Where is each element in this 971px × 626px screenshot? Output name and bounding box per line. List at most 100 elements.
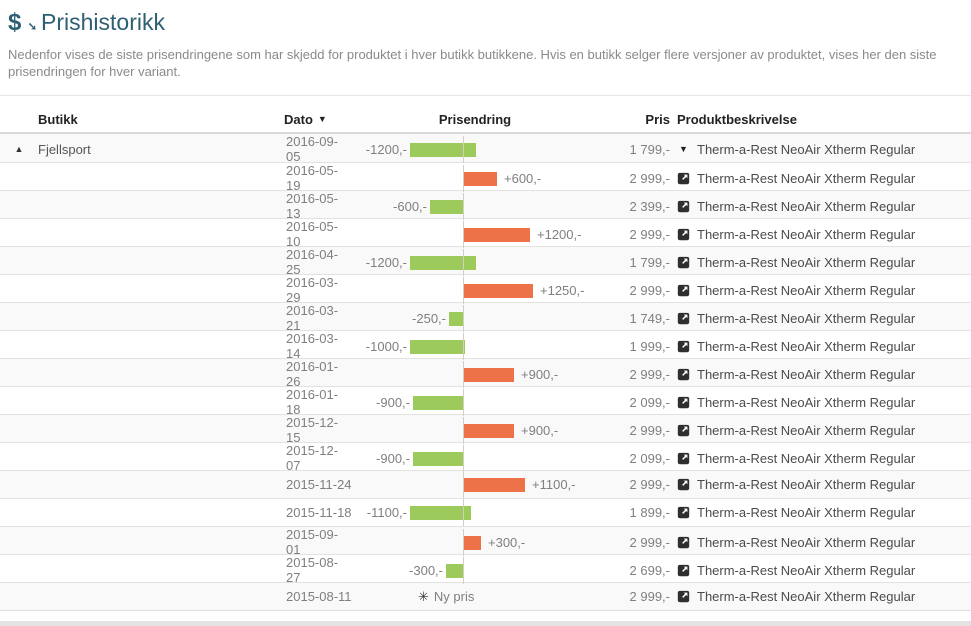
- column-header-dato[interactable]: Dato ▼: [284, 112, 352, 127]
- page-description: Nedenfor vises de siste prisendringene s…: [8, 47, 937, 79]
- price-change-date: 2016-05-19: [286, 163, 339, 193]
- price-change-date: 2015-11-24: [286, 477, 352, 492]
- product-name-link[interactable]: Therm-a-Rest NeoAir Xtherm Regular: [697, 282, 916, 298]
- price-change-label: -1000,-: [365, 338, 407, 354]
- external-link-square-icon[interactable]: [677, 172, 690, 185]
- price-increase-bar: [464, 478, 525, 492]
- price-history-row: 2016-03-14 -1000,- 1 999,- Therm-a-Rest Neo…: [0, 330, 971, 361]
- price-history-row: 2016-01-26 +900,- 2 999,- Therm-a-Rest NeoA…: [0, 358, 971, 389]
- product-name-link[interactable]: Therm-a-Rest NeoAir Xtherm Regular: [697, 338, 916, 354]
- external-link-square-icon[interactable]: [677, 256, 690, 269]
- price-change-date: 2016-03-29: [286, 275, 339, 305]
- price-increase-bar: [464, 535, 481, 550]
- external-link-square-icon[interactable]: [677, 228, 690, 241]
- price-change-label: -1200,-: [365, 254, 407, 270]
- price-value: 2 999,-: [629, 170, 670, 186]
- store-collapse-icon[interactable]: ▲: [14, 144, 24, 154]
- external-link-square-icon[interactable]: [677, 340, 690, 353]
- zero-axis-line: [463, 556, 464, 584]
- price-change-label: -900,-: [376, 394, 410, 410]
- price-change-label: -1200,-: [365, 141, 407, 157]
- product-cell: Therm-a-Rest NeoAir Xtherm Regular: [672, 283, 971, 298]
- price-change-cell: -1200,-: [352, 248, 598, 276]
- product-cell: Therm-a-Rest NeoAir Xtherm Regular: [672, 395, 971, 410]
- price-increase-bar: [464, 171, 497, 186]
- price-change-label: -250,-: [412, 310, 446, 326]
- price-decrease-bar: [410, 339, 465, 354]
- product-cell: Therm-a-Rest NeoAir Xtherm Regular: [672, 563, 971, 578]
- product-cell: Therm-a-Rest NeoAir Xtherm Regular: [672, 535, 971, 550]
- price-value: 1 799,-: [629, 141, 670, 157]
- zero-axis-line: [463, 135, 464, 163]
- price-change-date: 2015-08-11: [286, 589, 352, 604]
- sort-desc-icon[interactable]: ▼: [317, 114, 327, 124]
- external-link-square-icon[interactable]: [677, 424, 690, 437]
- product-name-link[interactable]: Therm-a-Rest NeoAir Xtherm Regular: [697, 170, 916, 186]
- product-name-link[interactable]: Therm-a-Rest NeoAir Xtherm Regular: [697, 477, 916, 492]
- arrow-down-right-icon: ➘: [27, 20, 37, 33]
- external-link-square-icon[interactable]: [677, 478, 690, 491]
- price-history-row: 2015-11-18 -1100,- 1 899,- Therm-a-Rest Neo…: [0, 498, 971, 526]
- product-name-link[interactable]: Therm-a-Rest NeoAir Xtherm Regular: [697, 562, 916, 578]
- price-value: 1 799,-: [629, 254, 670, 270]
- price-change-cell: -600,-: [352, 192, 598, 220]
- page-title: Prishistorikk: [41, 9, 165, 35]
- product-name-link[interactable]: Therm-a-Rest NeoAir Xtherm Regular: [697, 534, 916, 550]
- price-value: 2 999,-: [629, 534, 670, 550]
- price-change-cell: ✳ Ny pris: [352, 583, 598, 610]
- price-history-row: ▲ Fjellsport 2016-09-05 -1200,- 1 799,- ▼ Ther…: [0, 134, 971, 164]
- zero-axis-line: [463, 276, 464, 304]
- column-header-prisendring: Prisendring: [438, 111, 512, 127]
- price-change-cell: +600,-: [352, 164, 598, 192]
- product-name-link[interactable]: Therm-a-Rest NeoAir Xtherm Regular: [697, 394, 916, 410]
- product-cell: Therm-a-Rest NeoAir Xtherm Regular: [672, 199, 971, 214]
- external-link-square-icon[interactable]: [677, 590, 690, 603]
- zero-axis-line: [463, 248, 464, 276]
- product-name-link[interactable]: Therm-a-Rest NeoAir Xtherm Regular: [697, 254, 916, 270]
- product-name-link[interactable]: Therm-a-Rest NeoAir Xtherm Regular: [697, 198, 916, 214]
- price-decrease-bar: [413, 395, 463, 410]
- product-name-link[interactable]: Therm-a-Rest NeoAir Xtherm Regular: [697, 141, 916, 157]
- column-header-produktbeskrivelse: Produktbeskrivelse: [677, 111, 797, 127]
- external-link-square-icon[interactable]: [677, 312, 690, 325]
- price-value: 2 999,-: [629, 226, 670, 242]
- product-name-link[interactable]: Therm-a-Rest NeoAir Xtherm Regular: [697, 450, 916, 466]
- zero-axis-line: [463, 360, 464, 388]
- product-cell: ▼ Therm-a-Rest NeoAir Xtherm Regular: [672, 142, 971, 157]
- price-change-label: +1250,-: [540, 282, 585, 298]
- price-change-label: +1200,-: [537, 226, 582, 242]
- price-change-cell: +300,-: [352, 528, 598, 556]
- external-link-square-icon[interactable]: [677, 564, 690, 577]
- external-link-square-icon[interactable]: [677, 200, 690, 213]
- product-name-link[interactable]: Therm-a-Rest NeoAir Xtherm Regular: [697, 505, 916, 520]
- price-history-row: 2016-03-21 -250,- 1 749,- Therm-a-Rest NeoA…: [0, 302, 971, 333]
- price-value: 1 999,-: [629, 338, 670, 354]
- product-name-link[interactable]: Therm-a-Rest NeoAir Xtherm Regular: [697, 310, 916, 326]
- product-name-link[interactable]: Therm-a-Rest NeoAir Xtherm Regular: [697, 366, 916, 382]
- external-link-square-icon[interactable]: [677, 506, 690, 519]
- price-history-row: 2015-12-15 +900,- 2 999,- Therm-a-Rest NeoA…: [0, 414, 971, 445]
- product-name-link[interactable]: Therm-a-Rest NeoAir Xtherm Regular: [697, 589, 916, 604]
- price-change-cell: -1000,-: [352, 332, 598, 360]
- section-divider: [0, 95, 971, 96]
- price-change-date: 2016-09-05: [286, 134, 339, 164]
- price-decrease-bar: [410, 255, 476, 270]
- price-change-date: 2016-03-14: [286, 331, 339, 361]
- product-cell: Therm-a-Rest NeoAir Xtherm Regular: [672, 255, 971, 270]
- product-name-link[interactable]: Therm-a-Rest NeoAir Xtherm Regular: [697, 422, 916, 438]
- external-link-square-icon[interactable]: [677, 452, 690, 465]
- variant-expanded-icon[interactable]: ▼: [679, 144, 688, 154]
- price-change-date: 2016-01-26: [286, 359, 339, 389]
- price-value: 2 699,-: [629, 562, 670, 578]
- external-link-square-icon[interactable]: [677, 536, 690, 549]
- price-history-row: 2015-08-27 -300,- 2 699,- Therm-a-Rest NeoA…: [0, 554, 971, 585]
- price-history-row: 2016-05-10 +1200,- 2 999,- Therm-a-Rest Neo…: [0, 218, 971, 249]
- external-link-square-icon[interactable]: [677, 368, 690, 381]
- price-history-row: 2016-03-29 +1250,- 2 999,- Therm-a-Rest Neo…: [0, 274, 971, 305]
- price-change-label: +600,-: [504, 170, 542, 186]
- external-link-square-icon[interactable]: [677, 396, 690, 409]
- external-link-square-icon[interactable]: [677, 284, 690, 297]
- product-name-link[interactable]: Therm-a-Rest NeoAir Xtherm Regular: [697, 226, 916, 242]
- product-cell: Therm-a-Rest NeoAir Xtherm Regular: [672, 477, 971, 492]
- price-change-date: 2015-08-27: [286, 555, 339, 585]
